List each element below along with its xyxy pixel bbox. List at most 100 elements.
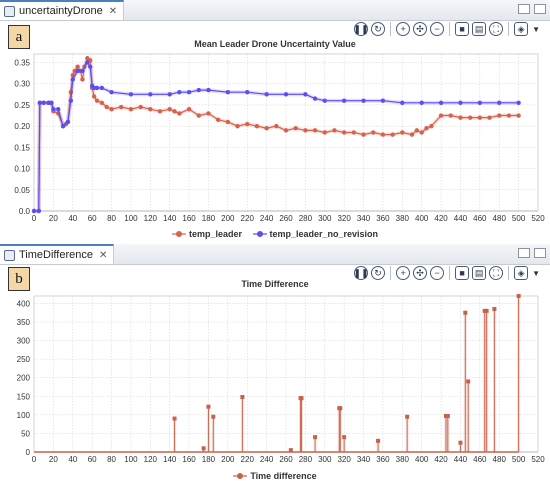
dropdown-icon[interactable]: ▼: [532, 268, 540, 278]
y-tick-label: 250: [17, 355, 31, 364]
x-tick-label: 360: [376, 455, 390, 464]
close-icon[interactable]: ✕: [108, 5, 118, 17]
close-icon[interactable]: ✕: [98, 249, 108, 261]
x-tick-label: 80: [107, 214, 116, 223]
data-point: [172, 109, 177, 114]
data-point: [254, 123, 260, 129]
x-tick-label: 60: [88, 214, 97, 223]
x-tick-label: 240: [260, 214, 274, 223]
chart-view-icon: [4, 249, 15, 261]
record-icon[interactable]: ■: [455, 266, 470, 280]
maximize-icon[interactable]: [534, 248, 546, 258]
minimize-icon[interactable]: [518, 248, 530, 258]
y-tick-label: 0.35: [14, 58, 30, 67]
data-point: [400, 100, 405, 105]
x-tick-label: 500: [512, 214, 526, 223]
y-tick-label: 50: [21, 429, 30, 438]
panel-a: uncertaintyDrone ✕ ❚❚ ↻ + ✣ − ■ ▤ ⛶ ◈ ▼ …: [0, 0, 550, 239]
data-point: [361, 132, 366, 137]
refresh-icon[interactable]: ↻: [371, 22, 386, 36]
zoom-in-icon[interactable]: +: [396, 266, 411, 280]
data-point: [128, 106, 134, 112]
panel-b-tabbar: TimeDifference ✕: [0, 244, 550, 265]
data-point: [264, 92, 269, 97]
data-point: [99, 85, 105, 91]
data-point: [299, 396, 304, 401]
data-point: [283, 92, 289, 97]
x-tick-label: 440: [454, 455, 468, 464]
maximize-icon[interactable]: [534, 4, 546, 14]
fullscreen-icon[interactable]: ⛶: [489, 266, 504, 280]
legend-label: temp_leader: [188, 229, 242, 239]
legend-item-temp-leader-no-revision: temp_leader_no_revision: [252, 229, 378, 239]
pause-icon[interactable]: ❚❚: [354, 266, 369, 280]
zoom-out-icon[interactable]: −: [430, 22, 445, 36]
chart-toolbar: ❚❚ ↻ + ✣ − ■ ▤ ⛶ ◈ ▼: [354, 266, 540, 280]
chart-title: Time Difference: [241, 279, 309, 289]
refresh-icon[interactable]: ↻: [371, 266, 386, 280]
zoom-out-icon[interactable]: −: [430, 266, 445, 280]
x-tick-label: 200: [221, 214, 235, 223]
y-tick-label: 0.25: [14, 101, 30, 110]
data-point: [167, 106, 172, 112]
layers-icon[interactable]: ◈: [514, 266, 529, 280]
data-point: [390, 132, 395, 137]
data-point: [506, 113, 512, 118]
x-tick-label: 80: [107, 455, 116, 464]
uncertainty-chart: 0 20 40 60 80 100 120 140 160 180 200 220 240 260 280 3…: [14, 53, 545, 223]
time-difference-chart: 0 20 40 60 80 100 120 140 160 180 200 220 240 260 280 3…: [17, 294, 545, 464]
data-point: [186, 89, 192, 95]
data-point: [467, 115, 473, 120]
x-tick-label: 440: [454, 214, 468, 223]
fit-icon[interactable]: ✣: [413, 266, 428, 280]
x-tick-label: 180: [202, 214, 216, 223]
legend: temp_leader temp_leader_no_revision: [0, 229, 550, 239]
data-point: [303, 92, 308, 97]
legend: Time difference: [0, 471, 550, 481]
data-point: [458, 440, 463, 445]
y-tick-label: 0.0: [19, 207, 31, 216]
data-point: [466, 379, 471, 384]
data-point: [70, 73, 75, 78]
y-tick-label: 0.05: [14, 186, 30, 195]
fit-icon[interactable]: ✣: [413, 22, 428, 36]
layout-icon[interactable]: ▤: [472, 22, 487, 36]
data-point: [109, 106, 114, 112]
minimize-icon[interactable]: [518, 4, 530, 14]
data-point: [148, 106, 153, 112]
tab-time-difference[interactable]: TimeDifference ✕: [0, 244, 115, 264]
zoom-in-icon[interactable]: +: [396, 22, 411, 36]
x-tick-label: 260: [279, 455, 293, 464]
data-point: [438, 113, 444, 118]
fullscreen-icon[interactable]: ⛶: [489, 22, 504, 36]
x-tick-label: 280: [299, 455, 313, 464]
data-point: [206, 404, 211, 409]
x-tick-label: 480: [493, 214, 507, 223]
x-tick-label: 460: [473, 214, 487, 223]
data-point: [322, 130, 327, 135]
data-point: [94, 85, 100, 91]
panel-b: TimeDifference ✕ ❚❚ ↻ + ✣ − ■ ▤ ⛶ ◈ ▼ b …: [0, 244, 550, 488]
dropdown-icon[interactable]: ▼: [532, 24, 540, 34]
data-point: [186, 106, 192, 112]
x-tick-label: 120: [144, 455, 158, 464]
record-icon[interactable]: ■: [455, 22, 470, 36]
data-point: [196, 113, 201, 118]
y-tick-label: 0.10: [14, 165, 30, 174]
data-point: [240, 395, 245, 400]
data-point: [516, 294, 521, 298]
legend-swatch-temp-leader-no-revision: [252, 231, 267, 237]
y-tick-label: 0.20: [14, 122, 30, 131]
layers-icon[interactable]: ◈: [514, 22, 529, 36]
y-tick-label: 400: [17, 299, 31, 308]
x-tick-label: 300: [318, 455, 332, 464]
layout-icon[interactable]: ▤: [472, 266, 487, 280]
chart-view-icon: [4, 5, 15, 17]
data-point: [225, 119, 231, 125]
x-tick-label: 320: [337, 214, 351, 223]
tab-uncertainty-drone[interactable]: uncertaintyDrone ✕: [0, 0, 125, 20]
data-point: [322, 98, 327, 103]
pause-icon[interactable]: ❚❚: [354, 22, 369, 36]
y-tick-label: 200: [17, 374, 31, 383]
data-point: [458, 100, 463, 105]
